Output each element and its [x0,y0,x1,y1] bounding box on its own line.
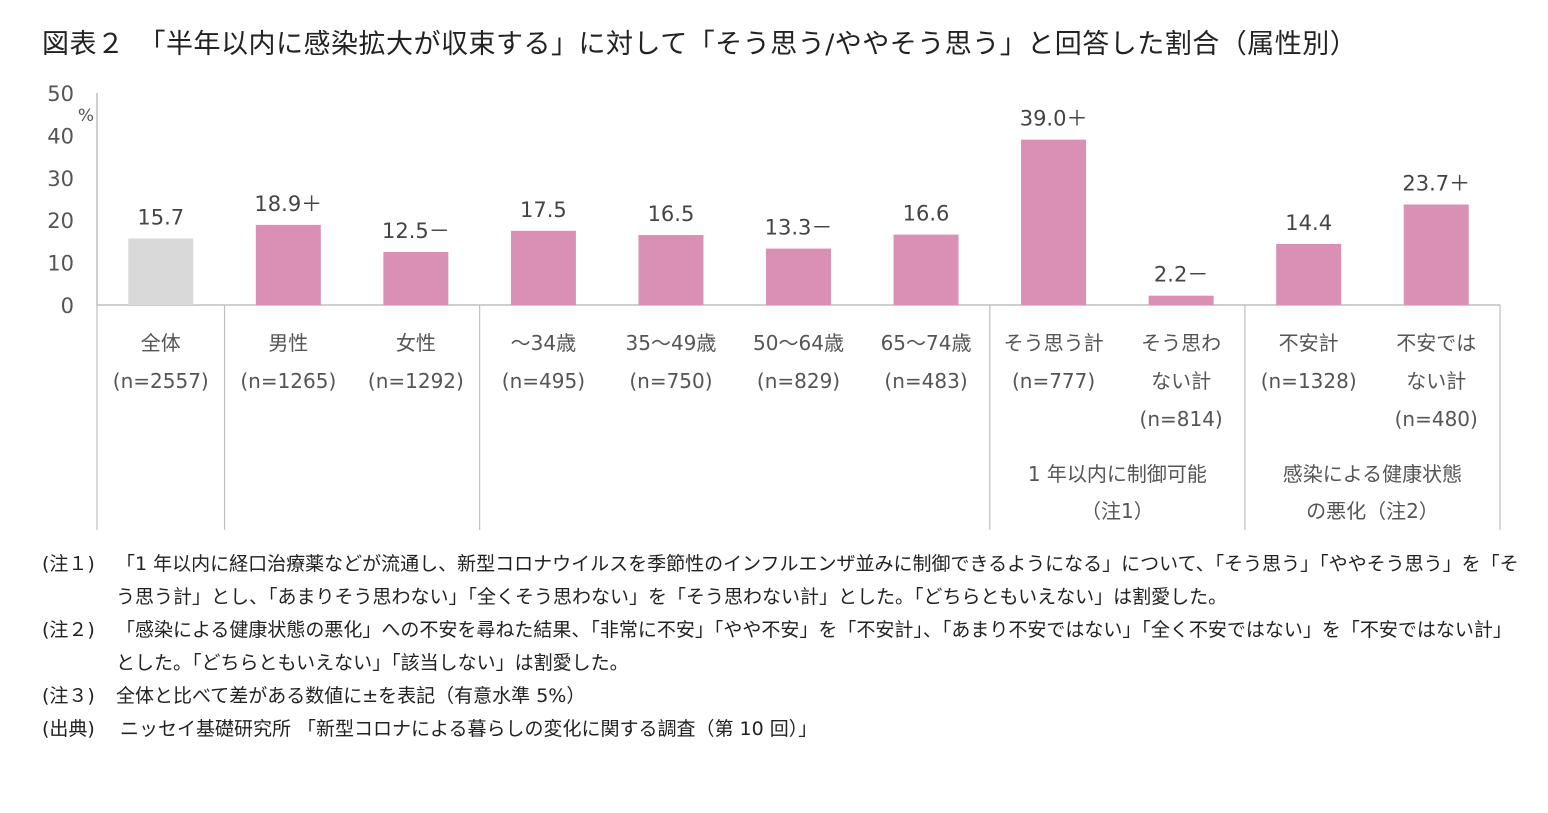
y-axis-unit: % [78,106,94,126]
category-label: (n=1328) [1261,369,1357,393]
bar [1021,139,1087,305]
note-2: (注２) 「感染による健康状態の悪化」への不安を尋ねた結果、「非常に不安」「やや… [42,614,1522,680]
category-label: (n=483) [884,369,967,393]
bar [893,234,959,305]
data-label: 12.5－ [382,219,450,243]
category-label: 全体 [141,331,181,355]
note-1-text: 「1 年以内に経口治療薬などが流通し、新型コロナウイルスを季節性のインフルエンザ… [116,553,1519,608]
data-label: 16.5 [648,202,695,226]
bar [510,230,576,305]
y-tick-label: 0 [61,294,74,318]
category-label: そう思う計 [1004,331,1104,355]
bar [1148,295,1214,305]
divider-lines [96,305,1501,530]
source-text: ニッセイ基礎研究所 「新型コロナによる暮らしの変化に関する調査（第 10 回）」 [120,718,818,740]
y-tick-label: 20 [47,209,74,233]
group-label: の悪化（注2） [1306,499,1439,523]
bar-chart: 0 10 20 30 40 50% 15.7 18.9＋ 12.5－ 17.5 16.5 13.3－… [47,82,1501,530]
bar [1403,204,1469,305]
note-2-text: 「感染による健康状態の悪化」への不安を尋ねた結果、「非常に不安」「やや不安」を「… [116,619,1512,674]
y-tick-label: 10 [47,252,74,276]
data-label: 17.5 [520,198,567,222]
category-label: (n=814) [1140,407,1223,431]
category-label: 50～64歳 [753,331,844,355]
bar [128,238,194,305]
group-label: 感染による健康状態 [1283,462,1462,486]
data-label: 15.7 [137,205,184,229]
data-label: 2.2－ [1154,263,1208,287]
category-label: ない計 [1151,369,1211,393]
chart-title: 図表２ 「半年以内に感染拡大が収束する」に対して「そう思う/ややそう思う」と回答… [42,29,1358,60]
note-3: (注３) 全体と比べて差がある数値に±を表記（有意水準 5%） [42,680,1522,713]
category-labels: 全体 (n=2557) 男性 (n=1265) 女性 (n=1292) ～34歳 (n=495… [113,331,1478,523]
category-label: (n=1265) [240,369,336,393]
note-1: (注１) 「1 年以内に経口治療薬などが流通し、新型コロナウイルスを季節性のイン… [42,548,1522,614]
data-label: 39.0＋ [1020,107,1088,131]
bars: 15.7 18.9＋ 12.5－ 17.5 16.5 13.3－ 16.6 39.0＋ 2.2－… [128,107,1470,305]
bar [638,235,704,305]
category-label: (n=1292) [368,369,464,393]
data-label: 16.6 [903,202,950,226]
bar [1276,243,1342,305]
category-label: 女性 [396,331,436,355]
data-label: 18.9＋ [254,192,322,216]
category-label: 不安計 [1279,331,1339,355]
y-tick-label: 50 [47,82,74,106]
source-note: (出典) ニッセイ基礎研究所 「新型コロナによる暮らしの変化に関する調査（第 1… [42,713,1522,746]
category-label: ～34歳 [511,331,576,355]
note-3-tag: (注３) [42,685,95,707]
y-tick-label: 40 [47,124,74,148]
note-1-tag: (注１) [42,553,95,575]
bar [766,248,831,305]
category-label: そう思わ [1141,331,1221,355]
category-label: ない計 [1406,369,1466,393]
y-tick-label: 30 [47,167,74,191]
bar [383,252,449,305]
category-label: (n=495) [502,369,585,393]
data-label: 14.4 [1285,211,1332,235]
source-tag: (出典) [42,718,95,740]
category-label: (n=777) [1012,369,1095,393]
category-label: 男性 [268,331,308,355]
bar [255,224,321,305]
category-label: (n=2557) [113,369,209,393]
notes: (注１) 「1 年以内に経口治療薬などが流通し、新型コロナウイルスを季節性のイン… [42,548,1522,746]
data-label: 23.7＋ [1402,172,1470,196]
category-label: 不安では [1396,331,1476,355]
category-label: 35～49歳 [626,331,717,355]
note-3-text: 全体と比べて差がある数値に±を表記（有意水準 5%） [116,685,586,707]
group-label: （注1） [1081,499,1154,523]
category-label: (n=829) [757,369,840,393]
category-label: 65～74歳 [881,331,972,355]
category-label: (n=750) [629,369,712,393]
group-label: 1 年以内に制御可能 [1028,462,1207,486]
data-label: 13.3－ [765,216,833,240]
note-2-tag: (注２) [42,619,95,641]
category-label: (n=480) [1395,407,1478,431]
